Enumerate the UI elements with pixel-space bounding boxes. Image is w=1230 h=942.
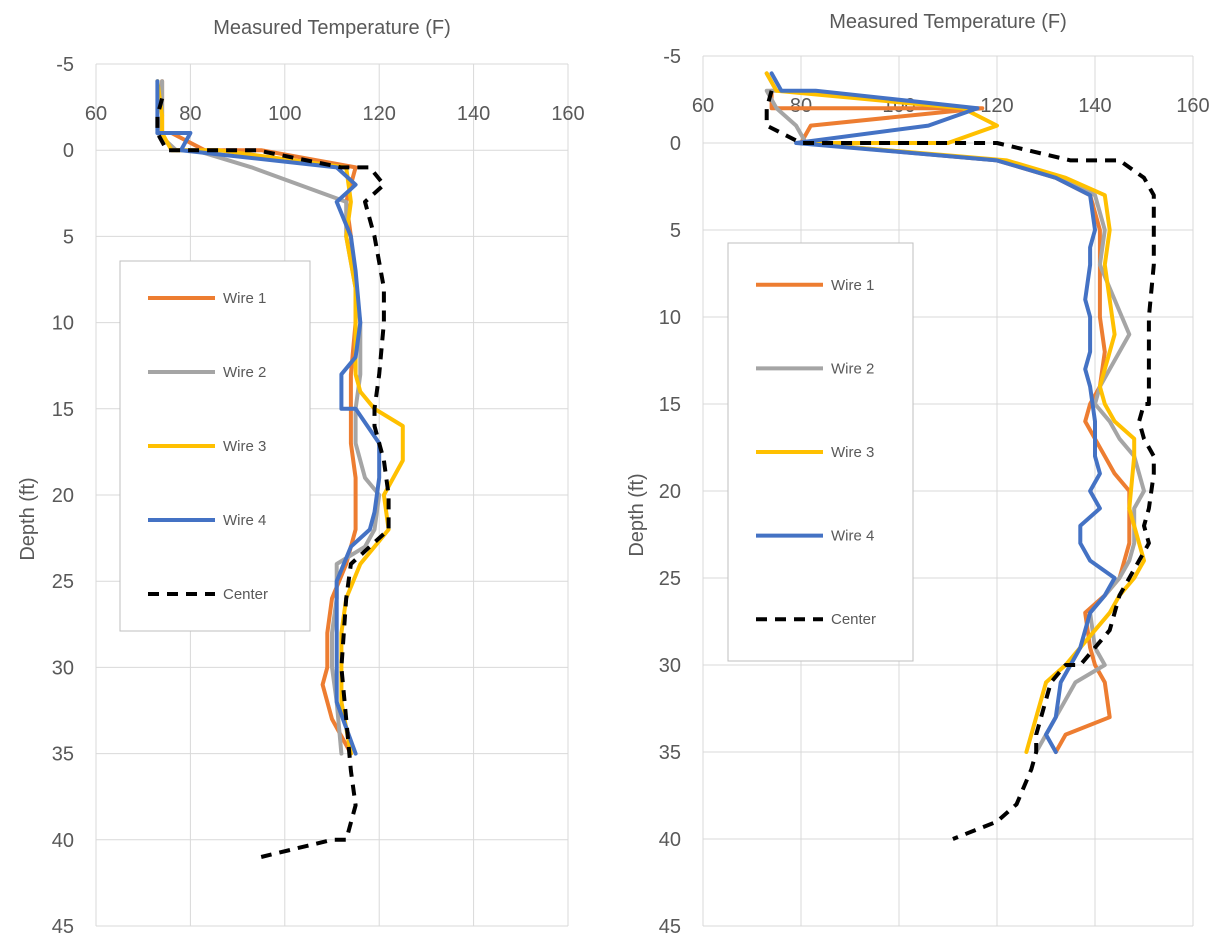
chart-left: Measured Temperature (F) 60 80 100 120 140 160… [17, 17, 585, 938]
right-chart-title: Measured Temperature (F) [829, 11, 1067, 33]
right-y-tick-label: 5 [670, 220, 681, 242]
right-series-line-wire-4 [769, 71, 1117, 754]
left-y-tick-label: -5 [56, 54, 74, 76]
left-legend-label: Center [223, 586, 268, 603]
left-legend-label: Wire 2 [223, 364, 266, 381]
left-chart-title: Measured Temperature (F) [213, 17, 451, 39]
chart-right-plot: Measured Temperature (F)60 80 100 120 140 160… [626, 11, 1210, 938]
left-legend-label: Wire 4 [223, 512, 266, 529]
right-legend-label: Wire 4 [831, 528, 874, 545]
left-y-tick-label: 30 [52, 657, 74, 679]
left-x-tick-label: 60 [85, 103, 107, 125]
left-y-tick-label: 25 [52, 571, 74, 593]
left-x-tick-label: 80 [179, 103, 201, 125]
right-y-tick-label: 35 [659, 742, 681, 764]
right-series-line-center [764, 90, 1156, 841]
right-x-tick-label: 140 [1078, 95, 1111, 117]
right-legend-label: Wire 3 [831, 444, 874, 461]
right-y-tick-label: 40 [659, 829, 681, 851]
left-y-tick-label: 20 [52, 485, 74, 507]
left-y-tick-label: 10 [52, 313, 74, 335]
left-x-tick-label: 120 [363, 103, 396, 125]
right-x-tick-label: 60 [692, 95, 714, 117]
left-y-tick-label: 45 [52, 916, 74, 938]
right-legend-label: Wire 2 [831, 360, 874, 377]
right-y-tick-label: 30 [659, 655, 681, 677]
chart-left-plot: Measured Temperature (F)60 80 100 120 140 160… [17, 17, 585, 938]
left-y-tick-label: 15 [52, 399, 74, 421]
right-x-tick-label: 160 [1176, 95, 1209, 117]
right-y-tick-label: 25 [659, 568, 681, 590]
left-series-line-wire-4 [155, 79, 382, 756]
left-x-tick-label: 100 [268, 103, 301, 125]
chart-right: Measured Temperature (F) 60 80 100 120 140 160… [615, 0, 1230, 942]
left-y-axis-title: Depth (ft) [17, 477, 39, 560]
left-y-tick-label: 5 [63, 226, 74, 248]
right-series-line-wire-1 [769, 88, 1132, 754]
right-y-tick-label: 10 [659, 307, 681, 329]
right-y-tick-label: -5 [663, 46, 681, 68]
right-x-tick-label: 120 [980, 95, 1013, 117]
left-x-tick-label: 160 [551, 103, 584, 125]
right-x-tick-label: 80 [790, 95, 812, 117]
right-y-tick-label: 45 [659, 916, 681, 938]
right-y-axis-title: Depth (ft) [626, 473, 648, 556]
right-y-tick-label: 15 [659, 394, 681, 416]
left-legend-label: Wire 1 [223, 290, 266, 307]
left-legend-label: Wire 3 [223, 438, 266, 455]
left-y-tick-label: 40 [52, 830, 74, 852]
right-y-tick-label: 20 [659, 481, 681, 503]
left-y-tick-label: 0 [63, 140, 74, 162]
left-y-tick-label: 35 [52, 744, 74, 766]
right-legend-label: Center [831, 611, 876, 628]
right-y-tick-label: 0 [670, 133, 681, 155]
right-legend-label: Wire 1 [831, 277, 874, 294]
left-series-line-center [155, 97, 391, 859]
left-x-tick-label: 140 [457, 103, 490, 125]
